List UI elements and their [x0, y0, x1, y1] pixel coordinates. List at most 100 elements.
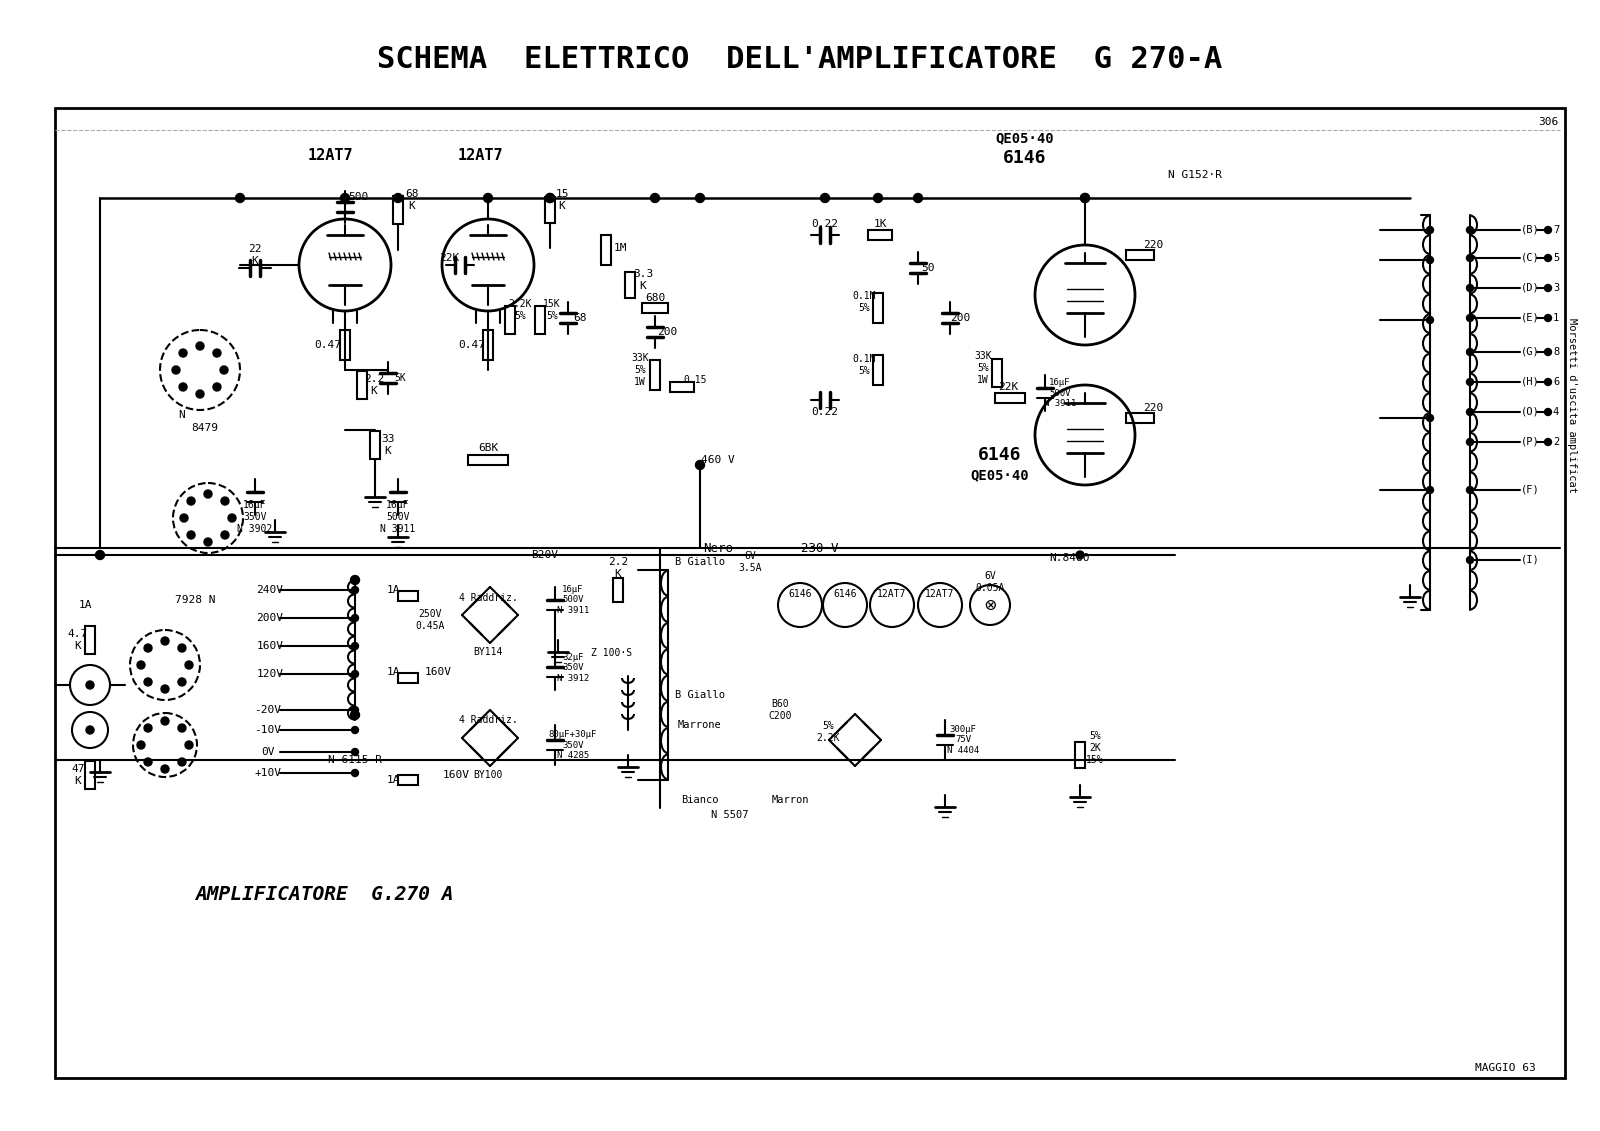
Bar [546, 197, 555, 223]
Text: Nero: Nero [702, 542, 733, 554]
Text: 0V: 0V [261, 746, 275, 757]
Circle shape [352, 707, 358, 714]
Text: N 6115 R: N 6115 R [328, 756, 382, 765]
Text: 306: 306 [1538, 116, 1558, 127]
Circle shape [162, 685, 170, 693]
Circle shape [1544, 314, 1552, 321]
Text: (C): (C) [1520, 253, 1539, 264]
Circle shape [1544, 408, 1552, 415]
Circle shape [221, 366, 229, 374]
Text: SCHEMA  ELETTRICO  DELL'AMPLIFICATORE  G 270-A: SCHEMA ELETTRICO DELL'AMPLIFICATORE G 27… [378, 45, 1222, 75]
Text: 0.15: 0.15 [683, 375, 707, 385]
Circle shape [162, 637, 170, 645]
Bar [357, 371, 366, 399]
Circle shape [1544, 254, 1552, 261]
Text: 1: 1 [1554, 313, 1558, 323]
Text: 680: 680 [645, 293, 666, 303]
Text: 250V
0.45A: 250V 0.45A [416, 610, 445, 631]
Bar [867, 230, 893, 240]
Circle shape [1467, 556, 1474, 563]
Circle shape [352, 726, 358, 734]
Circle shape [178, 724, 186, 732]
Bar [670, 382, 694, 392]
Circle shape [187, 530, 195, 539]
Circle shape [173, 366, 179, 374]
Text: 33K
5%
1W: 33K 5% 1W [974, 352, 992, 385]
Text: (E): (E) [1520, 313, 1539, 323]
Circle shape [1544, 439, 1552, 446]
Text: 160V: 160V [443, 770, 469, 780]
Text: (D): (D) [1520, 283, 1539, 293]
Circle shape [1467, 379, 1474, 386]
Text: 120V: 120V [256, 670, 283, 679]
Circle shape [162, 717, 170, 725]
Bar [398, 592, 418, 601]
Text: 22
K: 22 K [248, 244, 262, 266]
Circle shape [86, 726, 94, 734]
Text: 220: 220 [1142, 403, 1163, 413]
Text: 500: 500 [347, 192, 368, 202]
Text: BY114: BY114 [474, 647, 502, 657]
Text: 15K
5%: 15K 5% [542, 300, 562, 321]
Circle shape [874, 193, 883, 202]
Text: 32µF
350V
N 3912: 32µF 350V N 3912 [557, 653, 589, 683]
Circle shape [350, 710, 360, 719]
Bar [370, 431, 381, 459]
Text: 3.3
K: 3.3 K [634, 269, 653, 291]
Circle shape [1427, 226, 1434, 233]
Circle shape [221, 497, 229, 506]
Circle shape [1427, 257, 1434, 264]
Text: 7928 N: 7928 N [174, 595, 216, 605]
Text: 8: 8 [1554, 347, 1558, 357]
Circle shape [186, 661, 194, 670]
Bar [602, 235, 611, 265]
Text: 47
K: 47 K [72, 765, 85, 786]
Circle shape [546, 193, 555, 202]
Bar [394, 196, 403, 224]
Text: (I): (I) [1520, 555, 1539, 566]
Circle shape [229, 513, 237, 523]
Text: 22K: 22K [438, 253, 459, 264]
Bar [85, 625, 94, 654]
Text: 0.22: 0.22 [811, 219, 838, 228]
Circle shape [178, 644, 186, 653]
Bar [874, 355, 883, 385]
Text: Marrone: Marrone [678, 720, 722, 729]
Circle shape [1467, 439, 1474, 446]
Circle shape [213, 349, 221, 357]
Text: Marron: Marron [771, 795, 808, 805]
Circle shape [821, 193, 829, 202]
Text: 1M: 1M [613, 243, 627, 253]
Text: -10V: -10V [254, 725, 282, 735]
Text: 4 Raddriz.: 4 Raddriz. [459, 593, 517, 603]
Circle shape [1467, 226, 1474, 233]
Text: ⊗: ⊗ [984, 596, 995, 614]
Circle shape [96, 551, 104, 560]
Text: (O): (O) [1520, 407, 1539, 417]
Circle shape [1467, 254, 1474, 261]
Text: MAGGIO 63: MAGGIO 63 [1475, 1063, 1536, 1073]
Text: 200: 200 [658, 327, 677, 337]
Circle shape [179, 513, 189, 523]
Circle shape [352, 769, 358, 777]
Bar [534, 307, 546, 334]
Text: Bianco: Bianco [682, 795, 718, 805]
Circle shape [1467, 314, 1474, 321]
Bar [642, 303, 669, 313]
Circle shape [1080, 193, 1090, 202]
Circle shape [187, 497, 195, 506]
Bar [650, 360, 661, 390]
Text: 80µF+30µF
350V
N 4285: 80µF+30µF 350V N 4285 [549, 731, 597, 760]
Text: 2: 2 [1554, 437, 1558, 447]
Text: 240V: 240V [256, 585, 283, 595]
Text: 4: 4 [1554, 407, 1558, 417]
Text: B60
C200: B60 C200 [768, 699, 792, 720]
Circle shape [1075, 551, 1085, 559]
Circle shape [352, 671, 358, 677]
Circle shape [1427, 486, 1434, 493]
Circle shape [178, 677, 186, 687]
Bar [1126, 250, 1154, 260]
Circle shape [1467, 285, 1474, 292]
Text: QE05·40: QE05·40 [971, 468, 1029, 482]
Text: 230 V: 230 V [802, 542, 838, 554]
